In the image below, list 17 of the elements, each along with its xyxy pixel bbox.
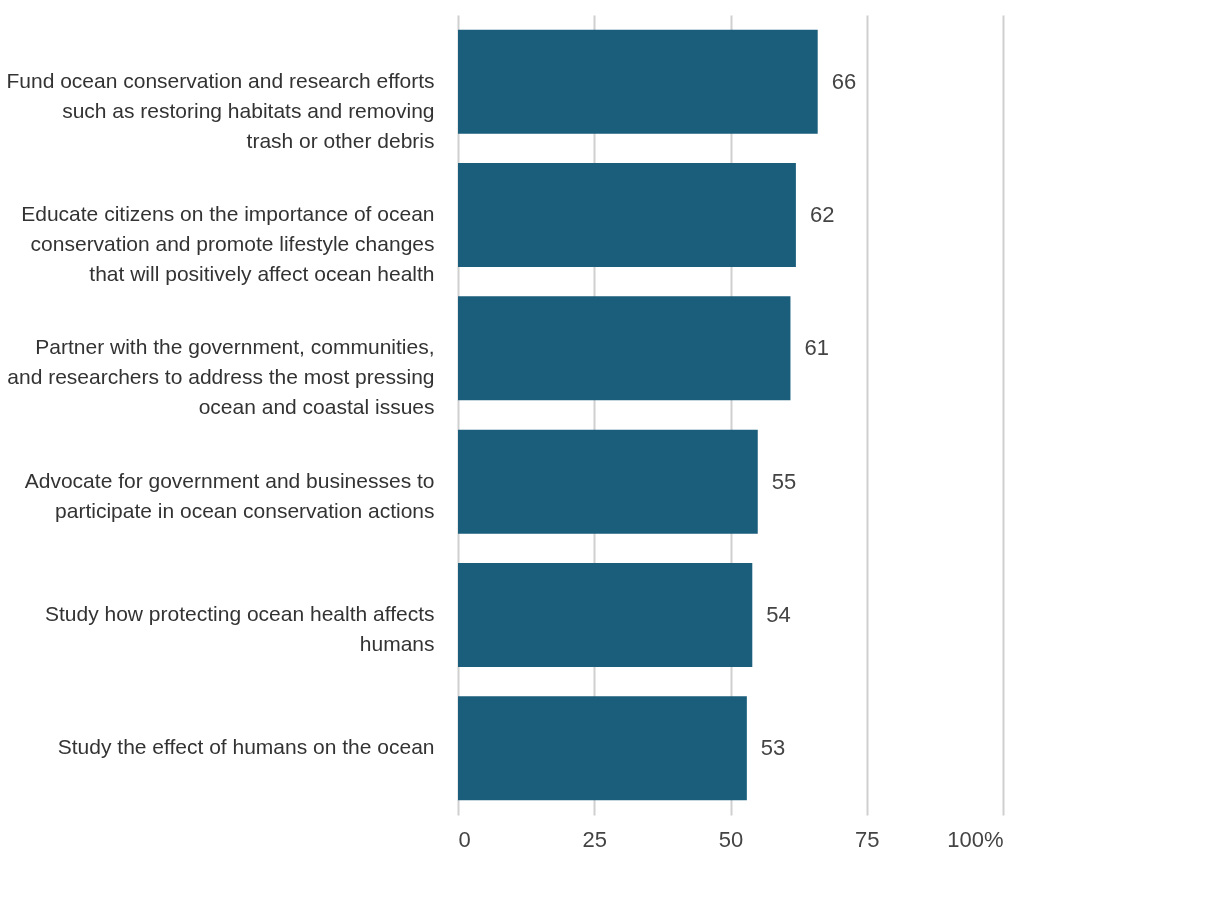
x-tick-label: 100%	[947, 826, 1004, 852]
y-tick-label: Study how protecting ocean health affects humans	[44, 602, 435, 655]
x-tick-label: 25	[582, 826, 607, 852]
data-label: 53	[760, 735, 786, 761]
data-label: 62	[809, 202, 835, 227]
data-label: 66	[831, 68, 857, 94]
data-label: 61	[804, 335, 829, 361]
y-tick-label: Advocate for government and businesses to participate in ocean conservation actions	[24, 468, 435, 522]
x-tick-label: 75	[855, 826, 880, 852]
y-tick-label: Partner with the government, communities, and researchers to address the most pressing ocean and coastal issues	[7, 335, 435, 419]
data-label: 54	[766, 602, 791, 627]
x-tick-label: 50	[718, 826, 744, 852]
x-tick-label: 0	[458, 826, 471, 852]
y-tick-label: Educate citizens on the importance of ocean conservation and promote lifestyle changes that will positively affect ocean health	[21, 202, 435, 285]
y-tick-label: Fund ocean conservation and research efforts such as restoring habitats and removing trash or other debris	[6, 68, 435, 152]
data-label: 55	[771, 468, 797, 494]
y-tick-label: Study the effect of humans on the ocean	[57, 735, 435, 759]
